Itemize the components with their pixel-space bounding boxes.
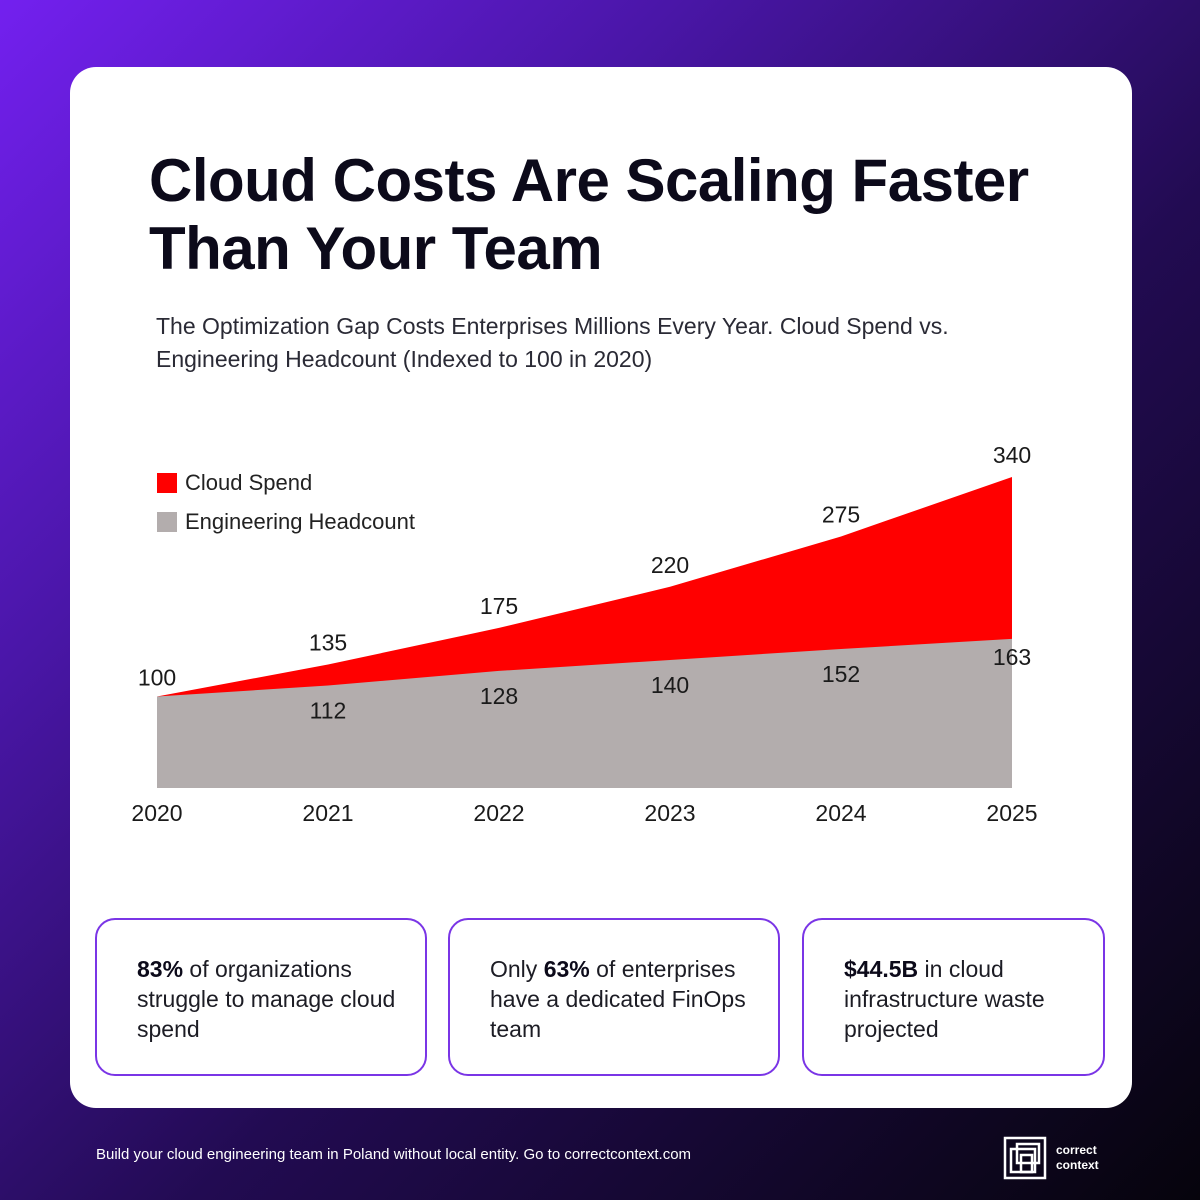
data-label-cloud-spend: 100: [138, 665, 176, 691]
stat-card-waste: $44.5B in cloud infrastructure waste pro…: [802, 918, 1105, 1076]
data-label-headcount: 152: [822, 661, 860, 687]
chart-subtitle: The Optimization Gap Costs Enterprises M…: [156, 313, 949, 372]
logo-mark-icon: [1003, 1136, 1047, 1180]
brand-logo[interactable]: correct context: [1003, 1136, 1099, 1180]
stat-card-organizations: 83% of organizations struggle to manage …: [95, 918, 427, 1076]
main-card: Cloud Costs Are Scaling Faster Than Your…: [70, 67, 1132, 1108]
x-tick-label: 2021: [302, 800, 353, 826]
data-label-headcount: 112: [310, 698, 347, 724]
data-label-headcount: 128: [480, 683, 518, 709]
x-tick-label: 2023: [644, 800, 695, 826]
logo-text: correct context: [1056, 1143, 1099, 1172]
x-tick-label: 2024: [815, 800, 866, 826]
data-label-cloud-spend: 220: [651, 552, 689, 578]
page-title: Cloud Costs Are Scaling Faster Than Your…: [149, 147, 1029, 282]
stat-highlight: 83%: [137, 956, 184, 982]
legend-item-headcount: Engineering Headcount: [157, 502, 415, 541]
stat-card-finops: Only 63% of enterprises have a dedicated…: [448, 918, 780, 1076]
legend-item-cloud-spend: Cloud Spend: [157, 463, 415, 502]
data-label-cloud-spend: 175: [480, 593, 518, 619]
data-label-headcount: 163: [993, 644, 1031, 670]
area-engineering-headcount: [157, 638, 1012, 788]
data-label-cloud-spend: 135: [309, 630, 347, 656]
legend-label-cloud-spend: Cloud Spend: [185, 469, 313, 495]
stat-highlight: 63%: [543, 956, 590, 982]
x-tick-label: 2022: [473, 800, 524, 826]
data-label-cloud-spend: 275: [822, 501, 860, 527]
chart-legend: Cloud Spend Engineering Headcount: [157, 463, 415, 541]
legend-label-headcount: Engineering Headcount: [185, 508, 415, 534]
legend-swatch-cloud-spend: [157, 472, 177, 493]
footer-text: Build your cloud engineering team in Pol…: [96, 1146, 692, 1163]
data-label-cloud-spend: 340: [993, 442, 1031, 468]
stat-highlight: $44.5B: [844, 956, 919, 982]
legend-swatch-headcount: [157, 511, 177, 532]
x-tick-label: 2020: [131, 800, 182, 826]
area-chart: 100 135 175 220 275 340 112 128 140 152 163 2020 202…: [131, 442, 1037, 826]
data-label-headcount: 140: [651, 672, 689, 698]
x-tick-label: 2025: [986, 800, 1037, 826]
